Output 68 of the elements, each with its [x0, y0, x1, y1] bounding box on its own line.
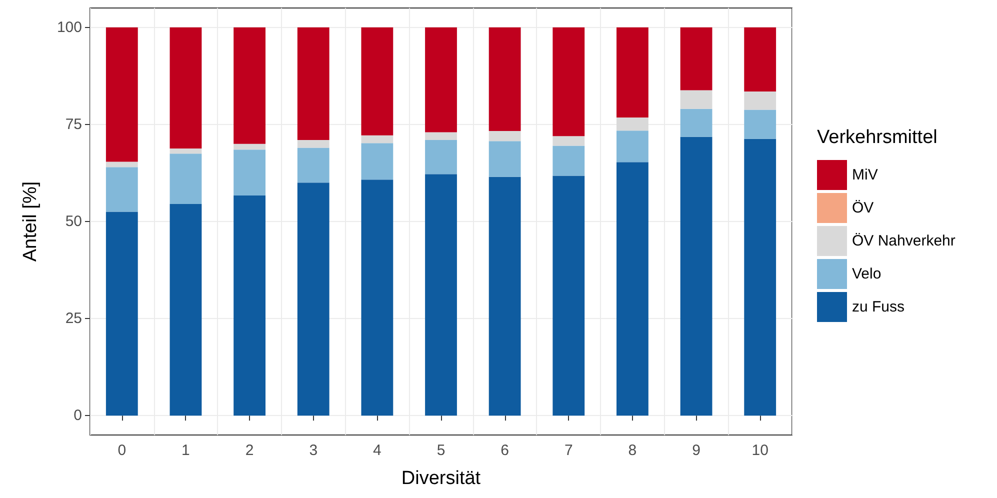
bar: [234, 195, 266, 416]
bar: [297, 148, 330, 183]
bar: [170, 154, 202, 204]
y-tick-label: 100: [56, 18, 82, 36]
bar: [488, 27, 521, 132]
bar: [234, 27, 266, 144]
bar: [170, 204, 202, 416]
bar: [297, 27, 330, 140]
bar: [170, 148, 202, 154]
y-tick-label: 75: [65, 116, 82, 133]
y-axis-title: Anteil [%]: [20, 181, 41, 262]
bar: [552, 27, 585, 136]
y-tick-label: 50: [65, 213, 82, 230]
x-tick-label: 0: [118, 442, 126, 459]
x-tick-label: 1: [182, 442, 190, 459]
bar: [361, 27, 394, 136]
y-tick-label: 25: [65, 310, 82, 328]
bar: [106, 162, 138, 168]
bar: [616, 27, 648, 118]
x-tick-label: 6: [500, 442, 509, 459]
x-tick-label: 7: [564, 442, 573, 459]
y-tick-label: 0: [74, 407, 82, 424]
bar: [488, 141, 521, 177]
bar: [744, 27, 776, 92]
bar: [488, 131, 521, 142]
bar: [361, 135, 394, 144]
legend-label: MiV: [852, 166, 878, 184]
x-tick-label: 3: [309, 442, 318, 459]
x-axis-title: Diversität: [401, 468, 482, 489]
bar: [680, 136, 712, 416]
legend-label: ÖV: [852, 200, 874, 216]
x-tick-label: 5: [436, 442, 446, 459]
legend-title: Verkehrsmittel: [817, 127, 938, 148]
bar: [616, 162, 648, 416]
bar: [488, 176, 521, 416]
bar: [680, 27, 712, 90]
x-tick-label: 9: [692, 442, 700, 459]
bar: [425, 140, 457, 174]
bar: [425, 27, 457, 132]
x-tick-label: 2: [245, 442, 254, 459]
bar: [744, 110, 776, 139]
bar: [170, 27, 202, 149]
bar: [297, 182, 330, 416]
bar: [552, 176, 585, 416]
bar: [616, 130, 648, 162]
bar: [552, 146, 585, 176]
bar: [106, 212, 138, 416]
legend-label: ÖV Nahverkehr: [852, 232, 956, 250]
x-tick-label: 4: [373, 442, 382, 459]
x-tick-label: 10: [752, 442, 768, 459]
bar: [680, 90, 712, 109]
bar: [425, 174, 457, 416]
legend-label: zu Fuss: [852, 298, 905, 316]
legend-label: Velo: [852, 266, 882, 282]
bar: [552, 136, 585, 146]
bar: [361, 143, 394, 180]
bar: [361, 180, 394, 416]
bar: [297, 140, 330, 148]
bar: [425, 132, 457, 140]
bar: [744, 91, 776, 110]
bar: [680, 108, 712, 137]
bar: [106, 167, 138, 212]
x-tick-label: 8: [628, 442, 637, 459]
bar: [616, 117, 648, 131]
bar: [744, 138, 776, 416]
bar: [106, 27, 138, 162]
bar: [234, 150, 266, 196]
bar: [234, 144, 266, 150]
